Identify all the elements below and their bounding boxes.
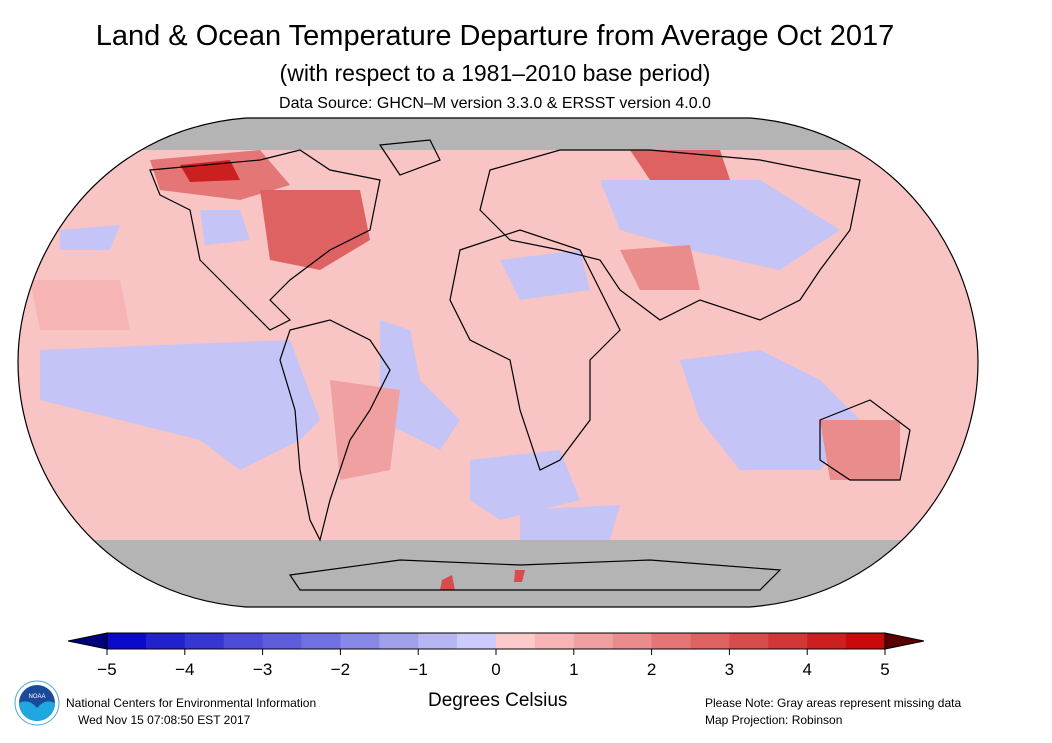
- colorbar-tick-label: 4: [802, 660, 812, 679]
- data-source: Data Source: GHCN–M version 3.3.0 & ERSS…: [279, 95, 711, 112]
- colorbar-bin: [145, 633, 186, 649]
- missing-data-note: Please Note: Gray areas represent missin…: [705, 696, 962, 710]
- colorbar-bin: [729, 633, 769, 649]
- cool-anomalies: [40, 180, 860, 540]
- colorbar-tick-label: 5: [880, 660, 890, 679]
- colorbar-bin: [184, 633, 225, 649]
- colorbar-tick-label: 2: [646, 660, 657, 679]
- colorbar-tick-label: −3: [252, 660, 273, 679]
- colorbar: [67, 632, 925, 655]
- anomaly-map: [17, 117, 979, 608]
- colorbar-tick-label: −4: [175, 660, 195, 679]
- map-subtitle: (with respect to a 1981–2010 base period…: [279, 60, 711, 86]
- missing-data-south: [18, 540, 978, 607]
- colorbar-bin: [379, 633, 419, 649]
- colorbar-bin: [262, 633, 302, 649]
- colorbar-bin: [418, 633, 458, 649]
- warm-anomalies: [30, 150, 900, 590]
- colorbar-overflow: [884, 632, 925, 650]
- noaa-logo: NOAA: [14, 680, 60, 726]
- colorbar-bin: [301, 633, 341, 649]
- missing-data-north: [18, 118, 978, 150]
- colorbar-bin: [612, 633, 653, 649]
- coastlines: [149, 139, 911, 591]
- colorbar-tick-label: 3: [724, 660, 735, 679]
- colorbar-bin: [846, 633, 886, 649]
- svg-text:NOAA: NOAA: [28, 694, 45, 700]
- colorbar-tick-label: −5: [97, 660, 117, 679]
- colorbar-bin: [573, 633, 614, 649]
- timestamp: Wed Nov 15 07:08:50 EST 2017: [78, 713, 251, 727]
- colorbar-bin: [768, 633, 808, 649]
- colorbar-bin: [457, 633, 497, 649]
- globe-outline: [17, 117, 979, 608]
- org-name: National Centers for Environmental Infor…: [66, 696, 317, 710]
- colorbar-bin: [534, 633, 575, 649]
- colorbar-bin: [340, 633, 380, 649]
- colorbar-bin: [807, 633, 847, 649]
- colorbar-underflow: [67, 632, 108, 650]
- colorbar-bin: [496, 633, 536, 649]
- colorbar-tick-label: −1: [408, 660, 428, 679]
- colorbar-bin: [107, 633, 147, 649]
- colorbar-tick-label: 1: [569, 660, 579, 679]
- colorbar-bin: [223, 633, 264, 649]
- colorbar-bin: [651, 633, 691, 649]
- map-title: Land & Ocean Temperature Departure from …: [95, 20, 895, 52]
- colorbar-tick-label: 0: [491, 660, 501, 679]
- colorbar-bin: [690, 633, 730, 649]
- colorbar-tick-label: −2: [330, 660, 351, 679]
- projection-label: Map Projection: Robinson: [705, 713, 843, 727]
- legend-units: Degrees Celsius: [428, 690, 568, 711]
